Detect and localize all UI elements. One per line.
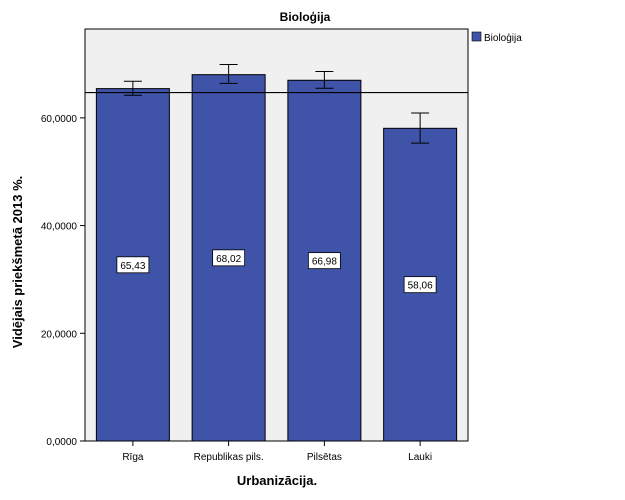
chart-title: Bioloģija [280,10,331,24]
x-tick-label-1: Republikas pils. [194,452,264,463]
legend-swatch [471,31,482,42]
error-bars-group [123,64,430,144]
x-tick-label-3: Lauki [408,452,432,463]
x-tick-label-2: Pilsētas [307,452,342,463]
y-tick-label-2: 40,0000 [41,222,78,233]
data-label-0: 65,43 [120,261,145,272]
y-axis: 0,0000 20,0000 40,0000 60,0000 [41,114,85,448]
data-label-2: 66,98 [312,257,337,268]
x-tick-label-0: Rīga [122,452,144,463]
data-label-box-1 [212,249,246,267]
data-label-box-3 [403,276,437,294]
data-labels-group: 65,43 68,02 66,98 58,06 [116,249,437,294]
x-axis: Rīga Republikas pils. Pilsētas Lauki [122,441,432,463]
data-label-3: 58,06 [408,281,433,292]
x-axis-title: Urbanizācija. [237,473,317,488]
data-label-1: 68,02 [216,254,241,265]
y-tick-label-1: 20,0000 [41,329,78,340]
y-tick-label-3: 60,0000 [41,114,78,125]
y-axis-title: Vidējais priekšmetā 2013 %. [10,176,25,348]
data-label-box-0 [116,256,150,274]
legend: Bioloģija [471,31,522,44]
data-label-box-2 [307,252,341,270]
legend-label: Bioloģija [484,31,522,44]
y-tick-label-0: 0,0000 [46,437,77,448]
